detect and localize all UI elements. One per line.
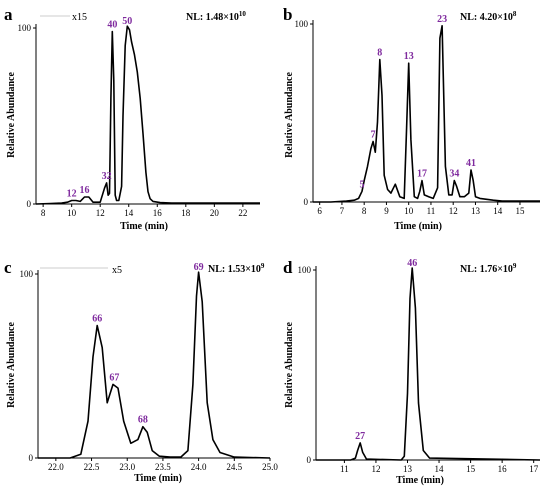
- peak-label: 69: [194, 262, 204, 273]
- panel-a-letter: a: [4, 5, 13, 24]
- y-tick-label: 100: [298, 265, 312, 275]
- x-tick-label: 9: [384, 206, 389, 216]
- peak-label: 27: [355, 431, 365, 442]
- panel-d-nl: NL: 1.76×109: [460, 262, 517, 275]
- y-tick-label: 100: [20, 269, 34, 279]
- x-tick-label: 24.0: [191, 462, 207, 472]
- x-tick-label: 11: [427, 206, 436, 216]
- panel-c: c NL: 1.53×109 x5 Relative Abundance Tim…: [4, 258, 278, 484]
- x-tick-label: 22: [238, 208, 247, 218]
- x-tick-label: 23.0: [119, 462, 135, 472]
- chromatogram-trace: [316, 267, 541, 461]
- peak-label: 12: [67, 188, 77, 199]
- y-tick-label: 100: [18, 23, 32, 33]
- x-tick-label: 20: [210, 208, 220, 218]
- x-tick-label: 10: [67, 208, 77, 218]
- peak-label: 67: [109, 372, 119, 383]
- x-tick-label: 23.5: [155, 462, 171, 472]
- x-tick-label: 8: [362, 206, 367, 216]
- x-tick-label: 25.0: [262, 462, 278, 472]
- panel-c-letter: c: [4, 258, 12, 277]
- x-tick-label: 12: [449, 206, 458, 216]
- panel-c-marks: 22.0 22.5 23.0 23.5 24.0 24.5 25.0 0 100 66 67 68 69: [20, 262, 279, 472]
- panel-b-marks: 6 7 8 9 10 11 12 13 14 15 0 100 5 7 8 13 17 23 34 41: [295, 14, 540, 216]
- peak-label: 17: [417, 169, 427, 180]
- panel-b-ylabel: Relative Abundance: [284, 72, 295, 158]
- panel-d-ylabel: Relative Abundance: [284, 322, 295, 408]
- panel-b-nl: NL: 4.20×108: [460, 10, 517, 23]
- x-tick-label: 15: [466, 464, 476, 474]
- panel-d-marks: 11 12 13 14 15 16 17 0 100 27 46: [298, 258, 541, 474]
- x-tick-label: 10: [404, 206, 414, 216]
- chromatogram-trace: [35, 25, 260, 205]
- x-tick-label: 24.5: [226, 462, 242, 472]
- x-tick-label: 18: [181, 208, 191, 218]
- y-tick-label: 0: [27, 199, 32, 209]
- peak-label: 23: [437, 14, 447, 25]
- peak-label: 16: [80, 185, 90, 196]
- panel-a-nl: NL: 1.48×1010: [186, 10, 246, 23]
- peak-label: 40: [107, 20, 117, 31]
- x-tick-label: 6: [317, 206, 322, 216]
- x-tick-label: 12: [96, 208, 105, 218]
- x-tick-label: 8: [41, 208, 46, 218]
- x-tick-label: 22.0: [48, 462, 64, 472]
- peak-label: 32: [102, 171, 112, 182]
- panel-a-xlabel: Time (min): [120, 221, 168, 232]
- x-tick-label: 7: [340, 206, 345, 216]
- peak-label: 7: [371, 129, 376, 140]
- x-tick-label: 11: [340, 464, 349, 474]
- peak-label: 50: [122, 16, 132, 27]
- panel-a: a NL: 1.48×1010 x15 Relative Abundance T…: [4, 5, 260, 232]
- y-tick-label: 100: [295, 19, 309, 29]
- panel-c-xlabel: Time (min): [134, 473, 182, 484]
- panel-d-xlabel: Time (min): [396, 475, 444, 486]
- peak-label: 66: [92, 314, 102, 325]
- chromatogram-trace: [38, 271, 271, 459]
- peak-label: 5: [359, 179, 364, 190]
- x-tick-label: 16: [153, 208, 163, 218]
- chromatogram-trace: [313, 24, 540, 203]
- peak-label: 41: [466, 158, 476, 169]
- peak-label: 8: [377, 48, 382, 59]
- x-tick-label: 17: [529, 464, 539, 474]
- peak-label: 46: [407, 258, 417, 269]
- panel-d-letter: d: [283, 258, 293, 277]
- x-tick-label: 14: [435, 464, 445, 474]
- panel-a-ylabel: Relative Abundance: [6, 72, 17, 158]
- y-tick-label: 0: [29, 453, 34, 463]
- x-tick-label: 13: [403, 464, 413, 474]
- x-tick-label: 12: [371, 464, 380, 474]
- y-tick-label: 0: [307, 455, 312, 465]
- panel-a-magnification: x15: [72, 12, 87, 23]
- peak-label: 34: [449, 169, 459, 180]
- panel-b-xlabel: Time (min): [394, 221, 442, 232]
- x-tick-label: 13: [471, 206, 481, 216]
- panel-c-magnification: x5: [112, 265, 122, 276]
- x-tick-label: 15: [515, 206, 525, 216]
- x-tick-label: 14: [493, 206, 503, 216]
- peak-label: 13: [404, 51, 414, 62]
- panel-c-ylabel: Relative Abundance: [6, 322, 17, 408]
- x-tick-label: 16: [498, 464, 508, 474]
- panel-c-nl: NL: 1.53×109: [208, 262, 265, 275]
- x-tick-label: 22.5: [84, 462, 100, 472]
- y-tick-label: 0: [304, 197, 309, 207]
- panel-b: b NL: 4.20×108 Relative Abundance Time (…: [283, 5, 540, 232]
- x-tick-label: 14: [124, 208, 134, 218]
- panel-d: d NL: 1.76×109 Relative Abundance Time (…: [283, 258, 541, 486]
- peak-label: 68: [138, 415, 148, 426]
- panel-b-letter: b: [283, 5, 292, 24]
